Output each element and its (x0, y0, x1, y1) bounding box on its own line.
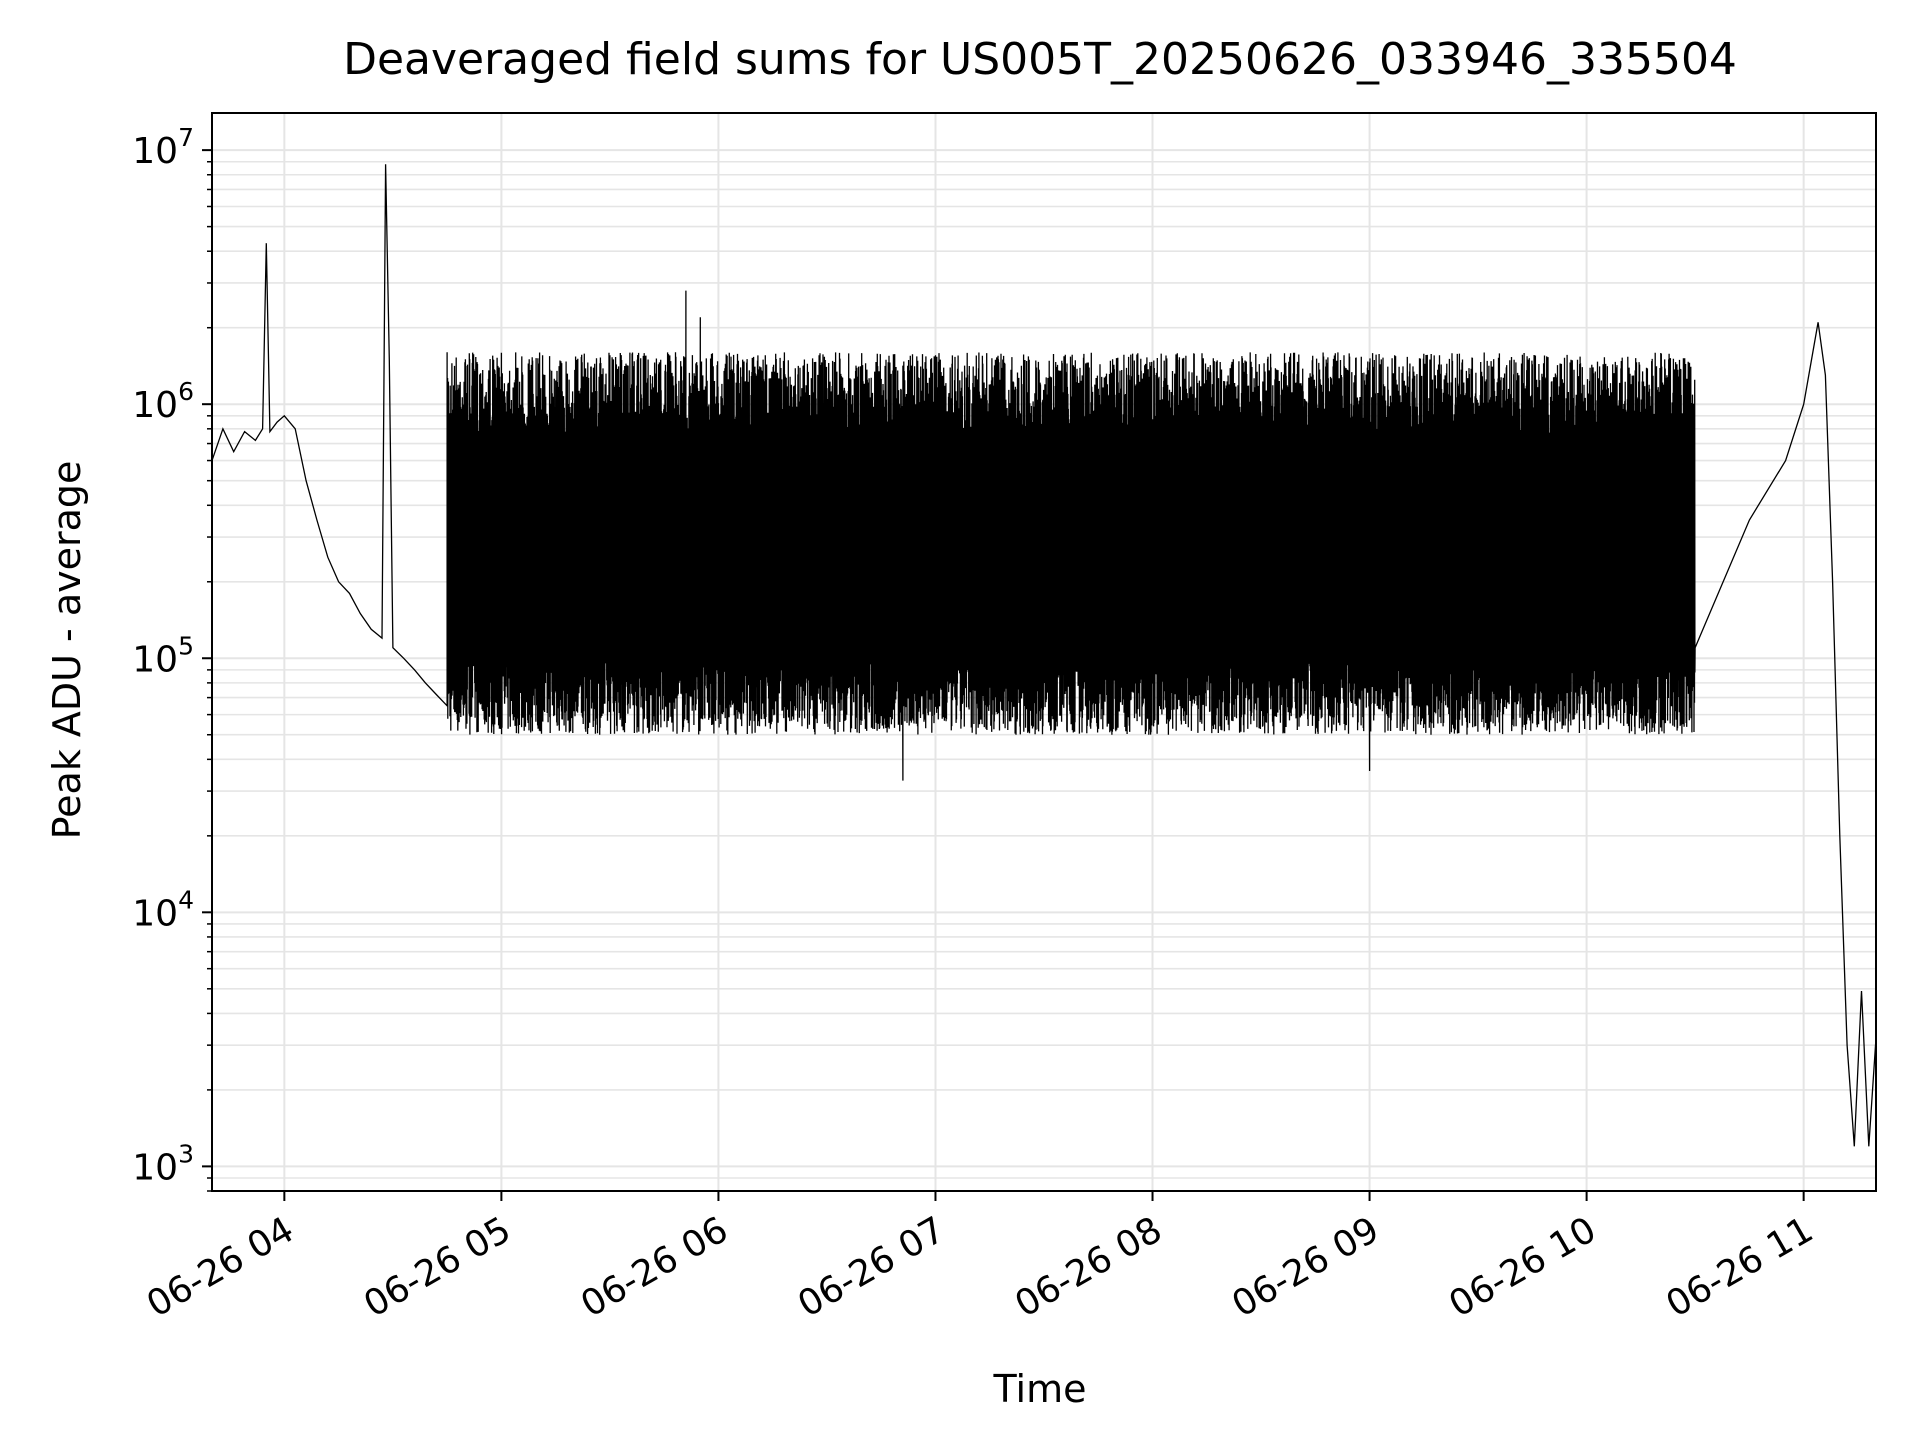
y-tick-label: 106 (132, 377, 194, 426)
y-tick-label: 105 (132, 631, 194, 680)
x-axis-label: Time (993, 1367, 1087, 1411)
y-axis: 103 104 105 106 107 (132, 123, 212, 1192)
y-tick-label: 107 (132, 123, 194, 172)
chart-title: Deaveraged field sums for US005T_2025062… (343, 34, 1737, 85)
plot-frame (211, 112, 1877, 1192)
y-tick-label: 103 (132, 1139, 194, 1188)
y-axis-label: Peak ADU - average (45, 461, 89, 840)
series-group (211, 164, 1877, 1147)
series-line (211, 164, 1877, 1147)
y-tick-label: 104 (132, 885, 194, 934)
